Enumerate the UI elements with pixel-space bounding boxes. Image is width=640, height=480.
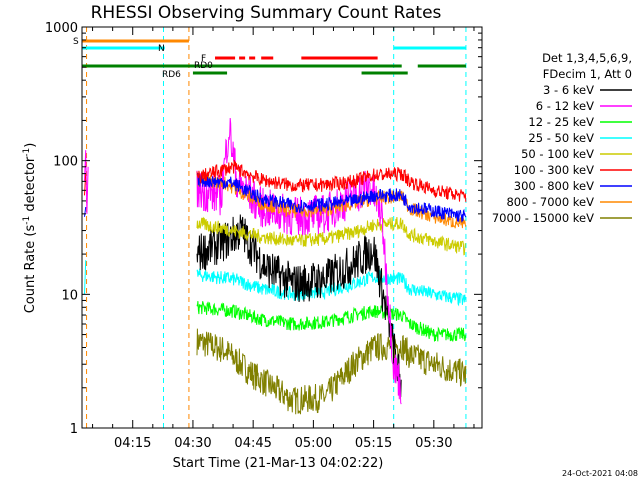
series-line <box>196 268 467 307</box>
x-tick-label: 04:30 <box>174 436 211 451</box>
x-axis-label: Start Time (21-Mar-13 04:02:22) <box>173 456 384 471</box>
chart-title: RHESSI Observing Summary Count Rates <box>91 3 442 23</box>
legend-label: 25 - 50 keV <box>528 131 594 145</box>
series-line <box>196 301 467 343</box>
legend-header-line-2: FDecim 1, Att 0 <box>543 67 632 81</box>
timestamp: 24-Oct-2021 04:08 <box>562 469 638 478</box>
plot-frame <box>81 26 483 429</box>
x-tick-label: 05:00 <box>295 436 332 451</box>
flag-label: RD0 <box>194 61 213 71</box>
x-tick-label: 04:45 <box>234 436 271 451</box>
legend-label: 100 - 300 keV <box>514 163 594 177</box>
legend-label: 50 - 100 keV <box>521 147 594 161</box>
y-axis-label: Count Rate (s-1 detector-1) <box>22 143 38 314</box>
series-line <box>196 214 402 398</box>
series-line <box>196 159 467 202</box>
x-tick-label: 05:15 <box>355 436 392 451</box>
series-line <box>196 216 467 256</box>
y-tick-label: 100 <box>53 155 78 170</box>
flag-label: S <box>73 37 79 47</box>
y-tick-label: 1000 <box>45 21 78 36</box>
series-line-early <box>84 206 87 217</box>
y-axis: 1 10 100 1000 <box>45 21 482 437</box>
x-axis: 04:15 04:30 04:45 05:00 05:15 05:30 <box>92 27 475 451</box>
x-tick-label: 04:15 <box>114 436 151 451</box>
legend-label: 3 - 6 keV <box>543 83 594 97</box>
series-line <box>196 173 467 229</box>
y-tick-label: 1 <box>70 422 78 437</box>
legend: Det 1,3,4,5,6,9, FDecim 1, Att 0 3 - 6 k… <box>492 51 632 225</box>
legend-label: 800 - 7000 keV <box>506 195 594 209</box>
legend-label: 6 - 12 keV <box>536 99 594 113</box>
series-line-early <box>84 260 87 295</box>
series-line-early <box>84 173 87 196</box>
series-line <box>196 172 467 223</box>
series-line-early <box>84 150 89 214</box>
legend-header-line-1: Det 1,3,4,5,6,9, <box>542 51 632 65</box>
series-line <box>196 328 467 415</box>
x-tick-label: 05:30 <box>415 436 452 451</box>
legend-label: 300 - 800 keV <box>514 179 594 193</box>
data-layer <box>84 27 467 428</box>
flag-label: N <box>158 44 165 54</box>
flag-label: RD6 <box>162 70 181 80</box>
y-tick-label: 10 <box>61 288 78 303</box>
legend-label: 7000 - 15000 keV <box>492 211 594 225</box>
legend-label: 12 - 25 keV <box>528 115 594 129</box>
flag-label: F <box>201 54 206 64</box>
